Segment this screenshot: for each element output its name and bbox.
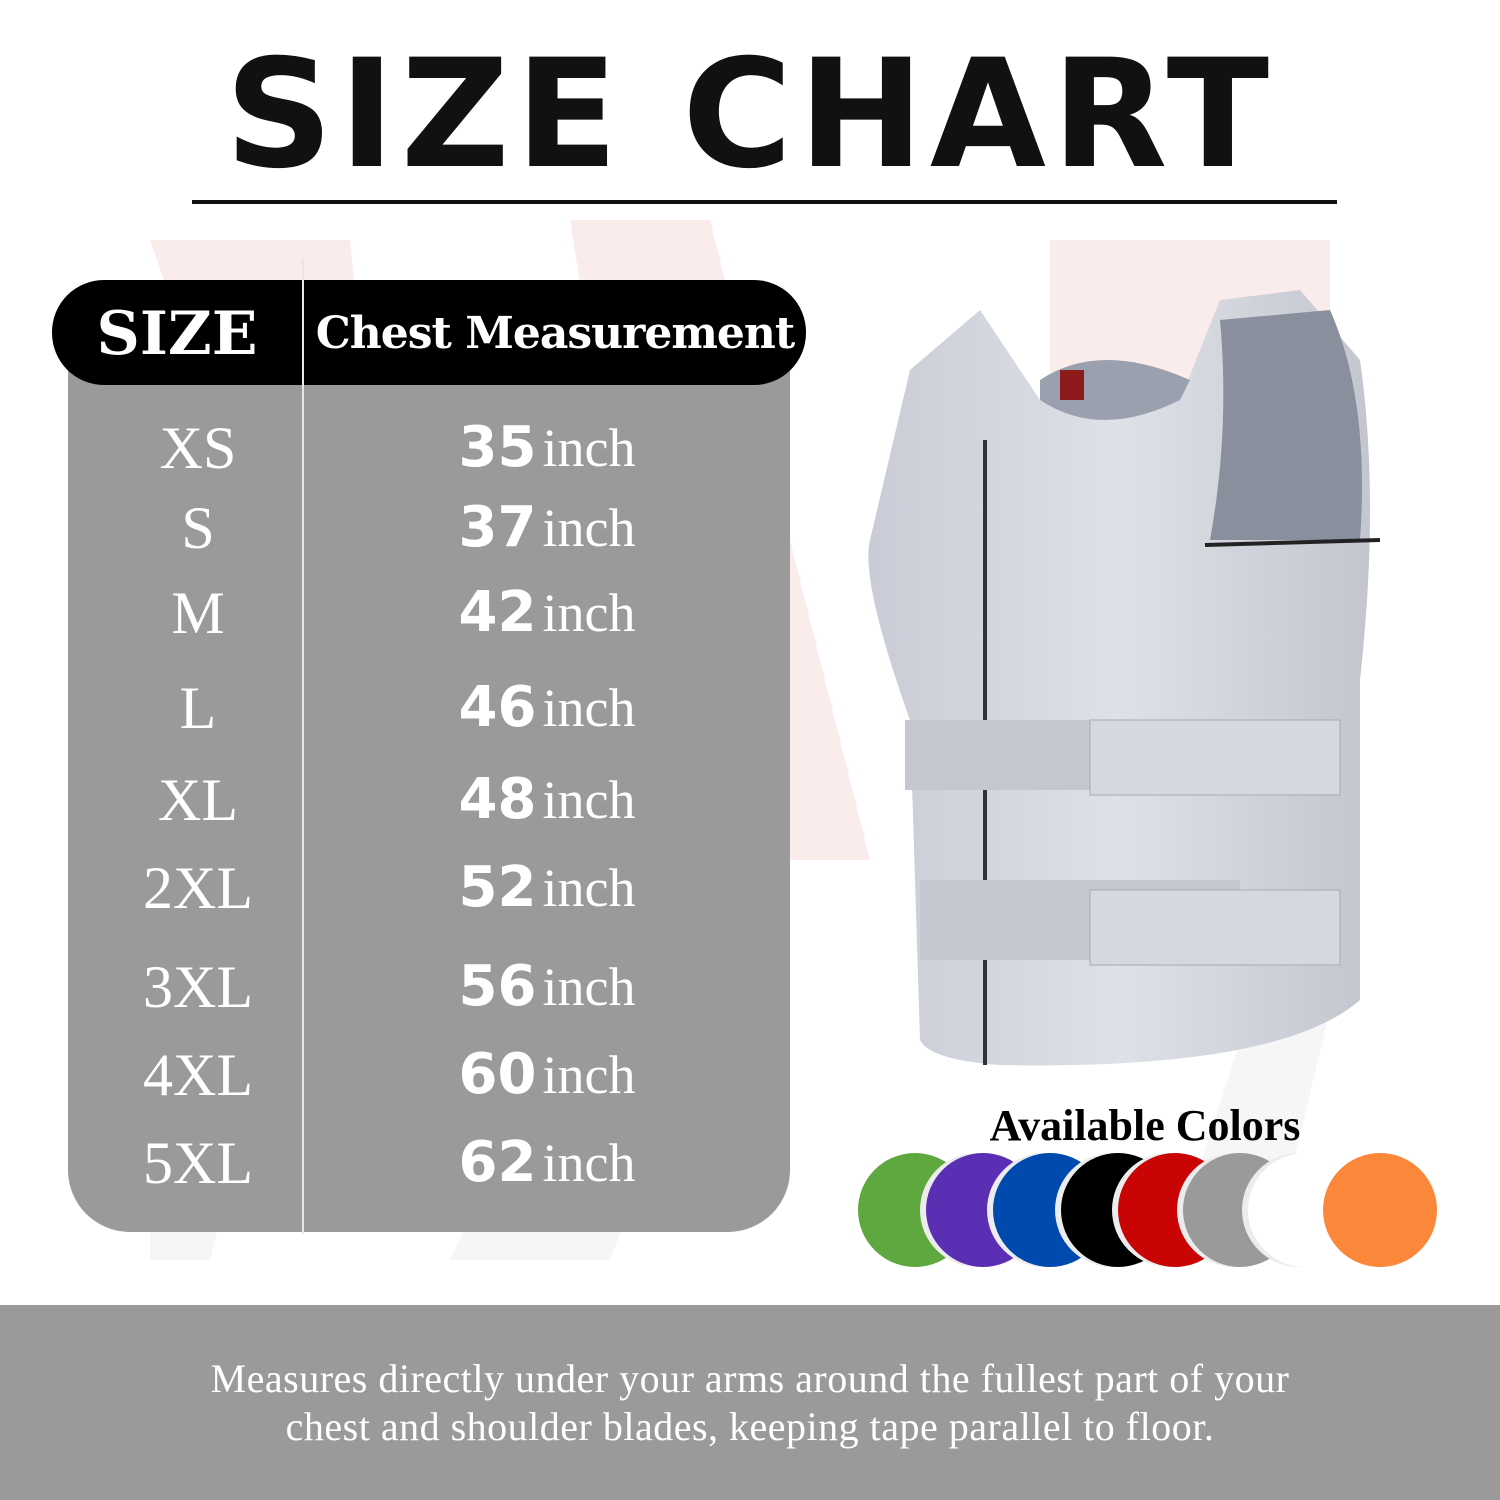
chest-value: 35 inch [304,408,790,501]
chest-value: 52 inch [304,848,790,941]
chest-unit: inch [542,498,636,558]
chest-unit: inch [542,770,636,830]
chest-number: 46 [458,675,537,740]
chest-unit: inch [542,1045,636,1105]
chest-value: 60 inch [304,1035,790,1128]
size-table-body [68,340,790,1232]
chest-unit: inch [542,678,636,738]
size-label: XS [159,415,237,481]
size-row: XS 35 inch [68,408,790,488]
size-row: S 37 inch [68,488,790,568]
chest-value: 37 inch [304,488,790,581]
chest-value: 56 inch [304,947,790,1040]
chest-number: 60 [458,1042,537,1107]
chest-unit: inch [542,957,636,1017]
page-title: SIZE CHART [224,28,1276,202]
chest-value: 46 inch [304,668,790,761]
column-divider [302,258,304,1234]
header-size: SIZE [96,299,258,369]
chest-value: 62 inch [304,1123,790,1216]
chest-unit: inch [542,418,636,478]
note-line-1: Measures directly under your arms around… [210,1356,1290,1401]
measurement-note: Measures directly under your arms around… [0,1305,1500,1500]
chest-unit: inch [542,858,636,918]
size-row: 5XL 62 inch [68,1123,790,1203]
chest-value: 42 inch [304,573,790,666]
chest-unit: inch [542,583,636,643]
chest-number: 52 [458,855,537,920]
size-label: S [181,495,215,561]
color-swatch-orange[interactable] [1323,1153,1437,1267]
size-row: 2XL 52 inch [68,848,790,928]
size-label: 5XL [143,1130,253,1196]
chest-value: 48 inch [304,760,790,853]
chest-unit: inch [542,1133,636,1193]
chest-number: 35 [458,415,537,480]
size-label: 4XL [143,1042,253,1108]
header-chest-measurement: Chest Measurement [315,308,795,359]
note-line-2: chest and shoulder blades, keeping tape … [285,1404,1215,1449]
available-colors-heading: Available Colors [989,1101,1301,1150]
chest-number: 37 [458,495,537,560]
size-row: XL 48 inch [68,760,790,840]
chest-number: 62 [458,1130,537,1195]
size-label: 2XL [143,855,253,921]
vest-product-image [868,290,1380,1066]
size-row: 4XL 60 inch [68,1035,790,1115]
chest-number: 56 [458,954,537,1019]
title-divider [192,200,1337,204]
chest-number: 42 [458,580,537,645]
chest-number: 48 [458,767,537,832]
size-label: M [171,580,225,646]
brand-logo-tag [1060,370,1084,400]
size-table-header [52,280,806,385]
size-label: L [179,675,217,741]
size-row: 3XL 56 inch [68,947,790,1027]
size-label: XL [158,767,238,833]
size-row: L 46 inch [68,668,790,748]
size-label: 3XL [143,954,253,1020]
size-row: M 42 inch [68,573,790,653]
